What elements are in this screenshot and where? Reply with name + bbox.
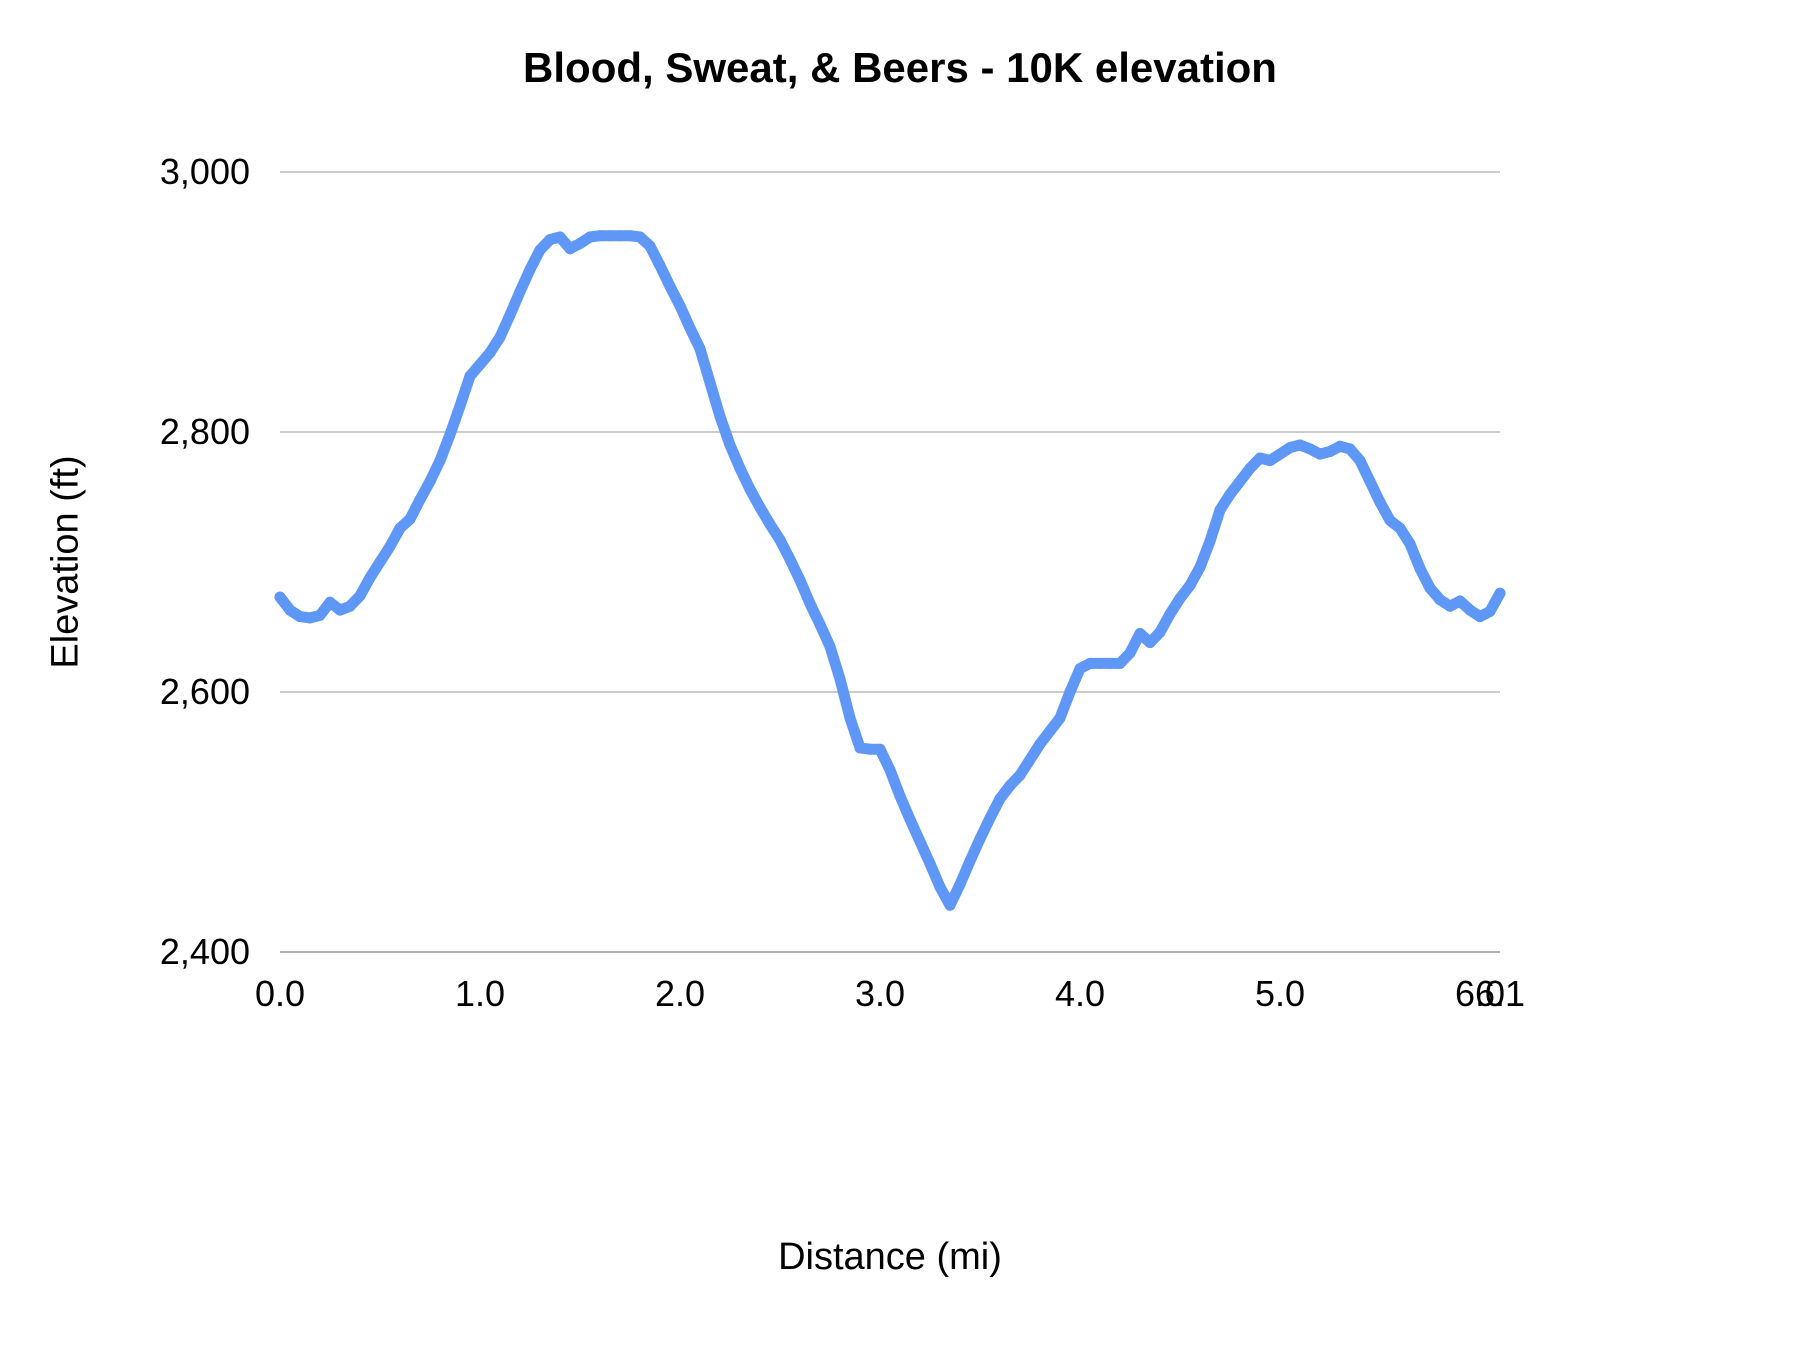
x-tick-label: 5.0: [1255, 973, 1305, 1014]
y-tick-label: 2,400: [160, 931, 250, 972]
elevation-points: [274, 230, 1506, 911]
x-tick-label: 2.0: [655, 973, 705, 1014]
y-tick-label: 2,600: [160, 671, 250, 712]
x-tick-label: 6.1: [1475, 973, 1525, 1014]
chart-title: Blood, Sweat, & Beers - 10K elevation: [523, 44, 1277, 91]
x-axis-title: Distance (mi): [778, 1236, 1002, 1278]
y-tick-label: 3,000: [160, 151, 250, 192]
x-tick-label: 4.0: [1055, 973, 1105, 1014]
x-tick-label: 1.0: [455, 973, 505, 1014]
elevation-line: [274, 230, 1506, 911]
x-tick-label: 0.0: [255, 973, 305, 1014]
x-tick-label: 6.0: [1455, 973, 1505, 1014]
x-tick-label: 3.0: [855, 973, 905, 1014]
y-tick-label: 2,800: [160, 411, 250, 452]
